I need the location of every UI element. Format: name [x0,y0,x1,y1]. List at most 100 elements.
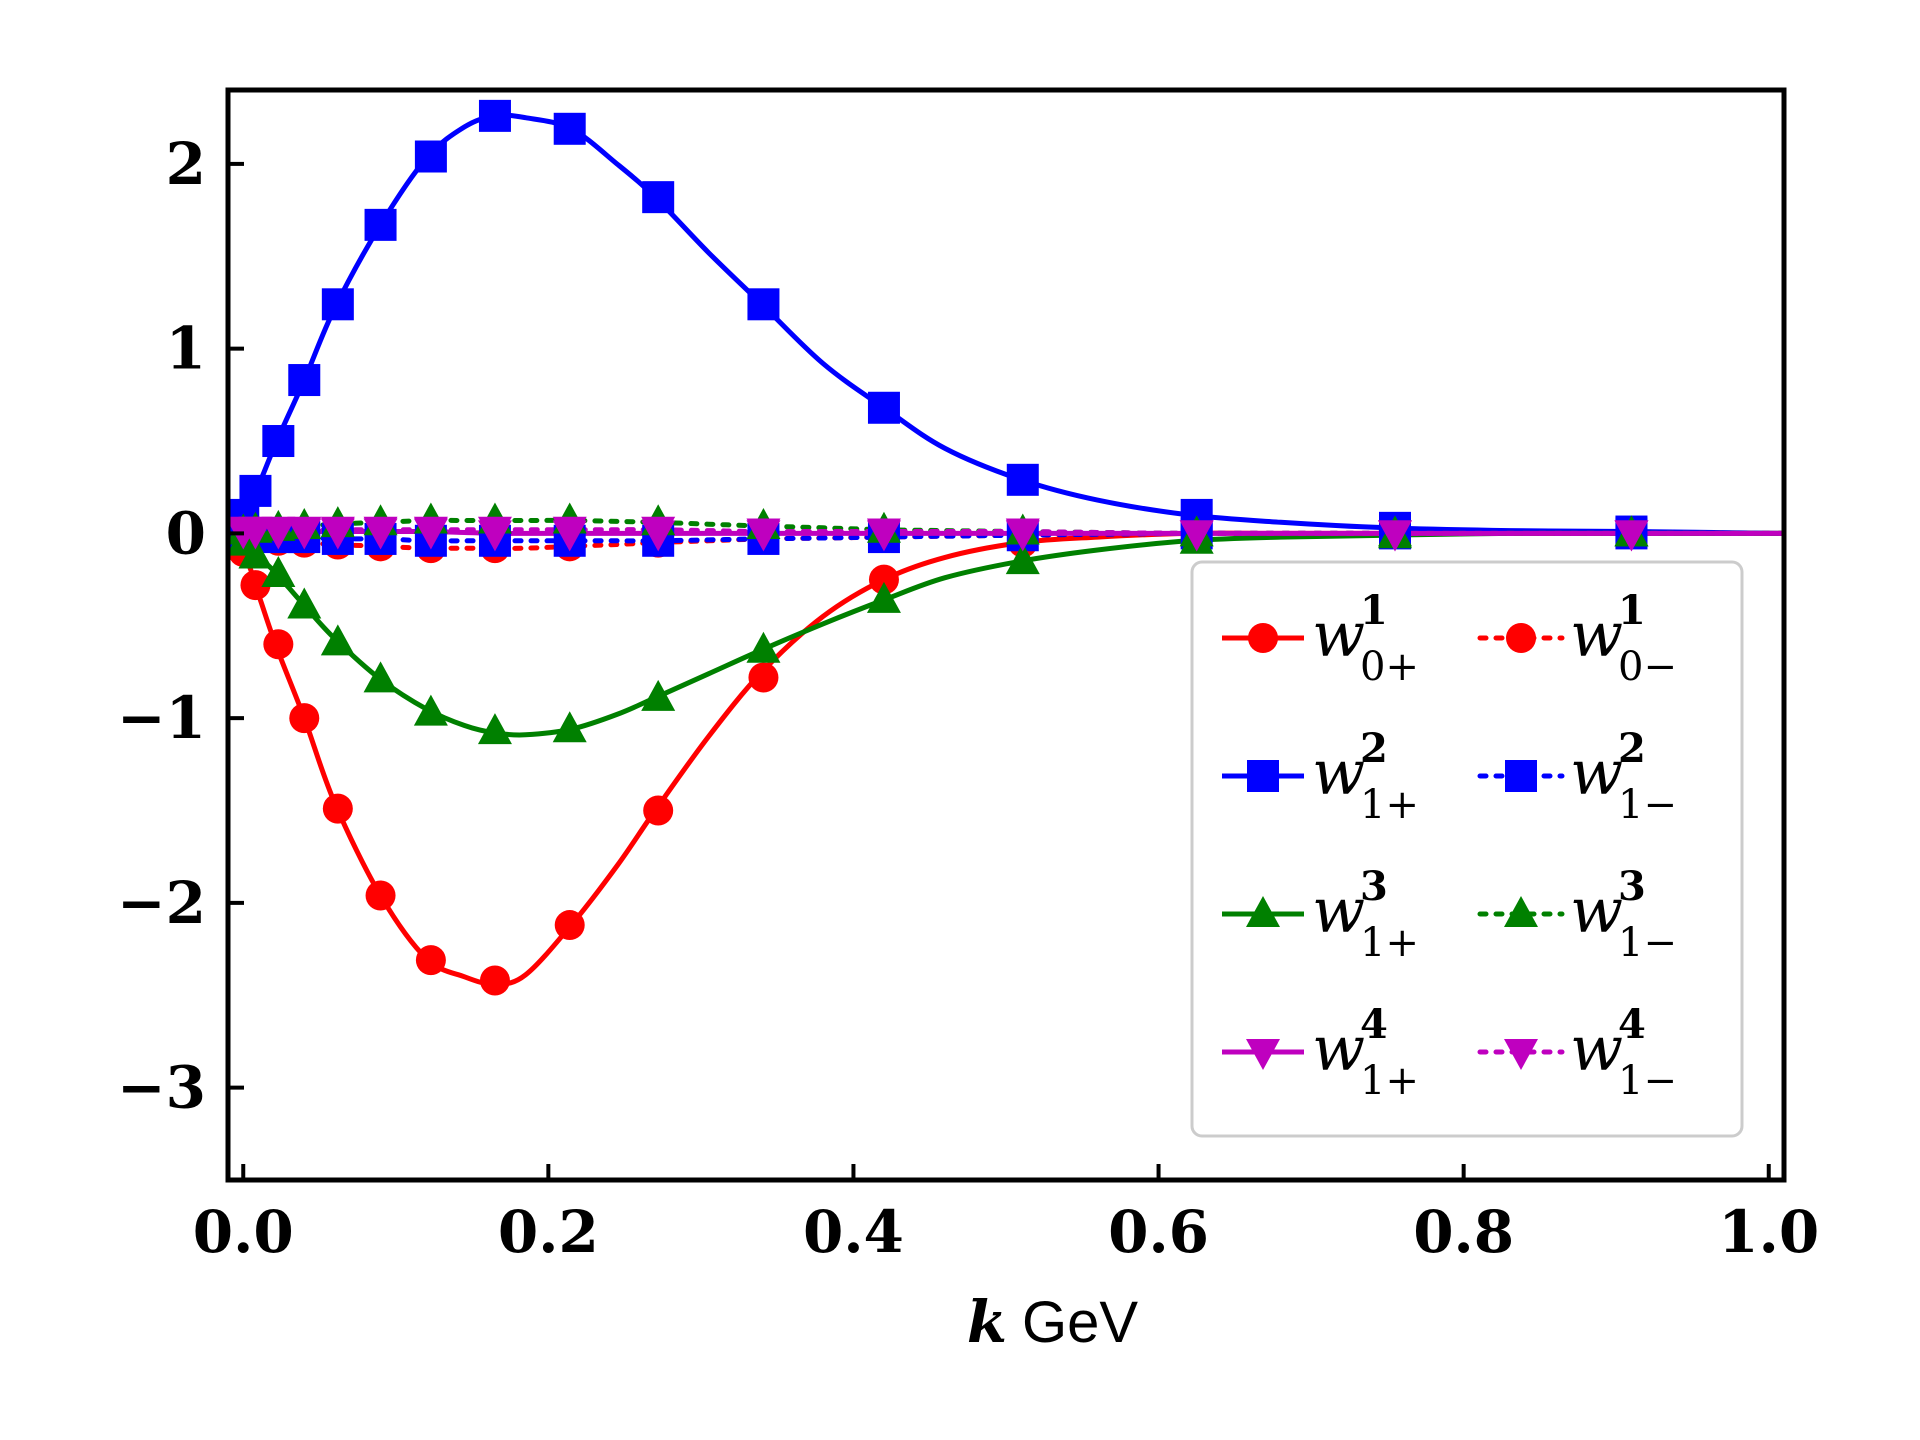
data-point-w-1-3-4-12 [1005,543,1040,575]
data-point-w-0-1-0-2 [263,629,294,660]
data-point-w-0-1-0-1 [240,570,271,601]
x-axis-label: k GeV [967,1288,1139,1356]
legend-label-sub: 1+ [1360,782,1419,828]
legend-entry-w-1-4-7: w4 1− [1477,1001,1677,1104]
data-point-w-1-3-4-5 [363,661,398,693]
data-point-w-1-4-7-13 [1179,520,1214,552]
data-point-w-1-2-2-7 [478,99,511,132]
legend-entry-w-1-2-3: w2 1− [1477,725,1677,828]
legend-marker [1246,896,1280,927]
data-point-w-1-3-4-6 [413,694,448,726]
data-point-w-1-3-4-8 [552,711,587,743]
data-point-w-1-3-4-2 [261,556,296,588]
legend-label-sub: 1+ [1360,920,1419,966]
series-line-w-1-2-2 [241,112,1784,536]
data-point-w-1-3-4-3 [287,587,322,619]
data-point-w-1-2-2-9 [642,181,675,214]
data-point-w-1-4-7-7 [477,516,512,548]
data-point-w-1-2-2-2 [262,425,295,458]
legend-label-sup: 2 [1618,725,1646,772]
data-point-w-0-1-0-6 [415,945,446,976]
data-point-w-1-4-7-11 [866,518,901,550]
legend-marker [1505,760,1537,792]
legend-label-main: w [1312,736,1365,809]
y-tick-label: 2 [166,130,206,198]
data-point-w-1-2-2-10 [747,288,780,321]
legend-label-main: w [1570,736,1623,809]
legend: w10+ w10−w21+ w21−w31+ w31−w41+ w41− [1190,560,1744,1138]
data-point-w-1-4-7-5 [363,516,398,548]
data-point-w-0-1-0-8 [554,910,585,941]
legend-label-sup: 1 [1618,587,1646,634]
legend-label-sub: 1− [1618,1058,1677,1104]
x-tick-label: 0.2 [498,1198,599,1266]
legend-label-sup: 4 [1618,1001,1646,1048]
legend-entry-w-1-4-6: w4 1+ [1222,1001,1419,1104]
data-point-w-1-3-4-1 [238,537,273,569]
data-point-w-0-1-0-4 [322,793,353,824]
data-point-w-1-2-2-4 [321,288,354,321]
data-point-w-1-4-7-1 [238,516,273,548]
data-point-w-1-4-7-2 [261,516,296,548]
y-tick-label: −2 [117,869,206,937]
legend-label-sub: 0− [1618,644,1677,690]
y-tick-label: 0 [166,499,206,567]
legend-label-main: w [1312,874,1365,947]
legend-entry-w-0-1-1: w1 0− [1477,587,1677,690]
data-point-w-1-4-7-3 [287,516,322,548]
legend-label-main: w [1570,598,1623,671]
x-tick-label: 1.0 [1718,1198,1819,1266]
legend-marker [1247,760,1279,792]
legend-marker [1246,1039,1280,1070]
data-point-w-1-2-2-1 [239,474,272,507]
data-point-w-1-4-7-9 [641,516,676,548]
data-point-w-0-1-0-5 [365,880,396,911]
legend-entry-w-1-3-5: w3 1− [1477,863,1677,966]
legend-label-main: w [1570,1012,1623,1085]
legend-label-main: w [1312,598,1365,671]
y-tick-label: 1 [166,315,206,383]
legend-label-sup: 4 [1360,1001,1388,1048]
data-point-w-1-2-2-6 [414,140,447,173]
y-tick-label: −1 [117,684,206,752]
legend-entry-w-1-3-4: w3 1+ [1222,863,1419,966]
data-point-w-0-1-0-3 [289,703,320,734]
legend-entry-w-0-1-0: w1 0+ [1222,587,1419,690]
legend-label-main: w [1312,1012,1365,1085]
data-point-w-1-2-2-3 [288,364,321,397]
data-point-w-1-4-7-6 [413,516,448,548]
legend-label-sub: 1− [1618,920,1677,966]
x-tick-label: 0.8 [1413,1198,1514,1266]
data-point-w-1-2-2-11 [867,391,900,424]
x-axis-ticks: 0.0 0.2 0.4 0.6 0.8 1.0 [193,1164,1819,1266]
legend-label-sub: 1+ [1360,1058,1419,1104]
y-axis-ticks: −3 −2 −1 0 1 2 [117,130,244,1122]
x-axis-unit: GeV [1022,1290,1138,1355]
x-axis-variable: k [967,1288,1007,1356]
legend-label-sup: 2 [1360,725,1388,772]
data-point-w-1-4-7-12 [1005,518,1040,550]
data-point-w-1-3-4-7 [477,713,512,745]
data-point-w-1-4-7-4 [320,516,355,548]
legend-marker [1506,623,1536,653]
legend-label-sup: 3 [1360,863,1388,910]
legend-entry-w-1-2-2: w2 1+ [1222,725,1419,828]
data-point-w-1-4-7-8 [552,516,587,548]
data-point-w-1-3-4-9 [641,679,676,711]
x-tick-label: 0.0 [193,1198,294,1266]
legend-label-sup: 1 [1360,587,1388,634]
data-point-w-1-2-2-5 [364,208,397,241]
legend-marker [1504,896,1538,927]
data-point-w-1-3-4-10 [746,631,781,663]
legend-label-sub: 0+ [1360,644,1419,690]
x-tick-label: 0.4 [803,1198,904,1266]
data-point-w-1-3-4-4 [320,624,355,656]
data-point-w-0-1-0-9 [643,795,674,826]
data-point-w-1-4-7-15 [1614,520,1649,552]
legend-label-sup: 3 [1618,863,1646,910]
data-point-w-1-4-7-14 [1378,520,1412,552]
data-point-w-1-4-7-10 [746,518,781,550]
data-point-w-1-2-2-8 [553,112,586,145]
data-point-w-0-1-0-10 [748,662,779,693]
